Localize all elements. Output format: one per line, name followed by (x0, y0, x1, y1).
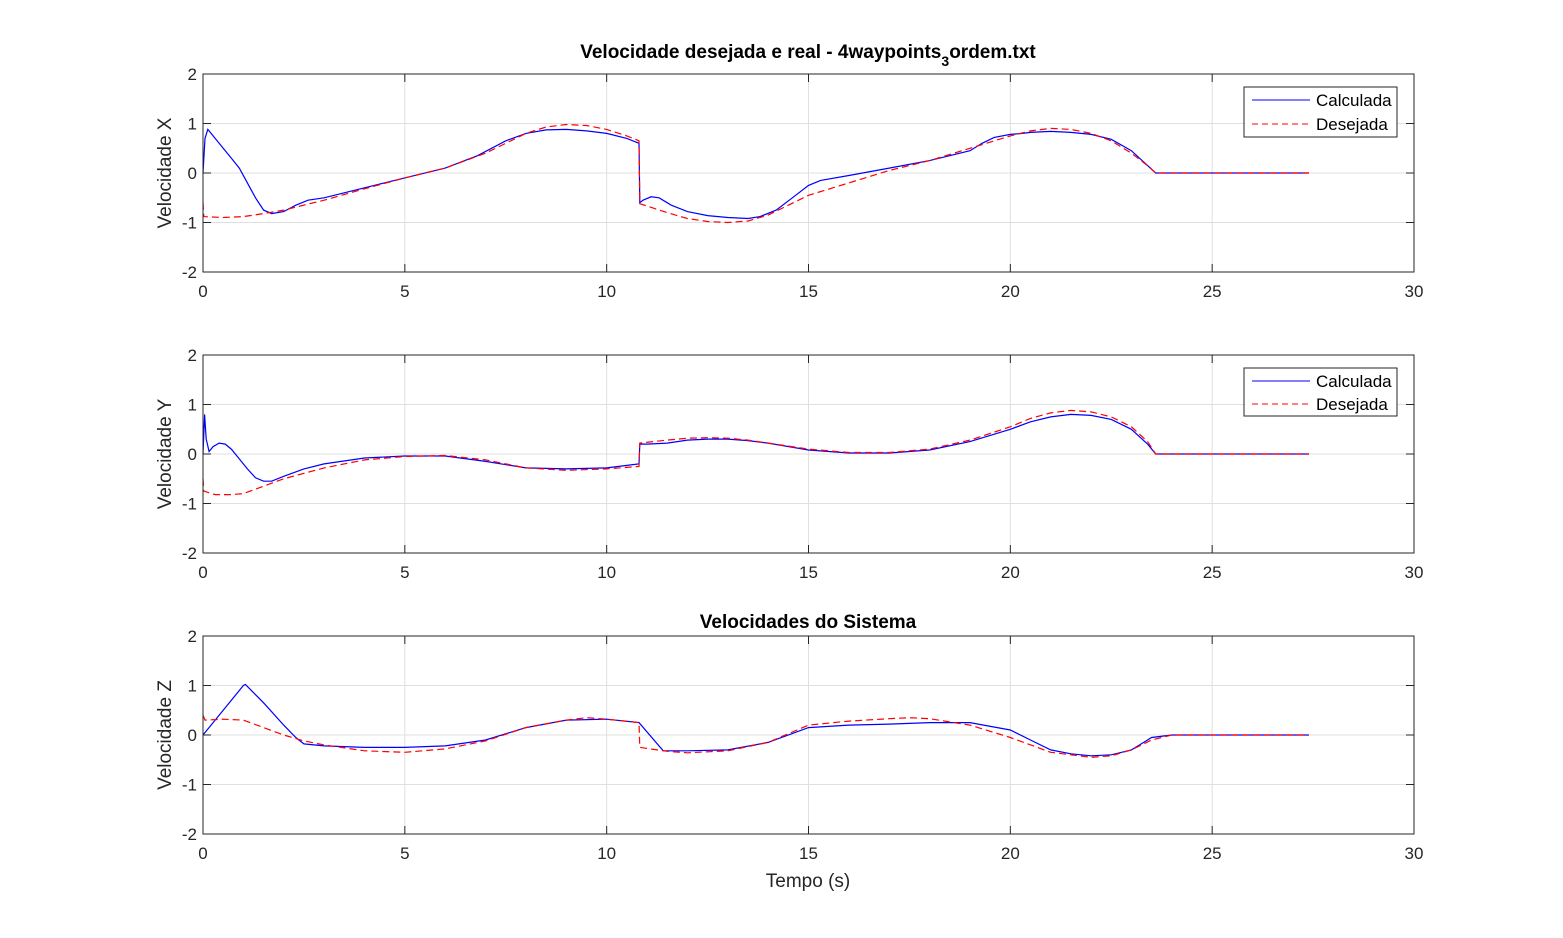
ticks-z: 0 5 10 15 20 25 30 -2 -1 0 1 2 (182, 627, 1424, 863)
series-desejada-z (202, 714, 1309, 758)
tick-label-x-10-y: 10 (597, 563, 616, 582)
ticks-x: 0 5 10 15 20 25 30 -2 -1 0 1 2 (182, 65, 1424, 301)
tick-label-y-0-z: 0 (188, 726, 197, 745)
subplot-velocidade-x: 0 5 10 15 20 25 30 -2 -1 0 1 2 Velocidade X Calcula… (155, 65, 1423, 301)
legend-box-x (1243, 86, 1398, 138)
tick-label-x-25-y: 25 (1203, 563, 1222, 582)
tick-label-y-1-x: 1 (188, 115, 197, 134)
figure-title-prefix: Velocidade desejada e real - 4waypoints (580, 42, 941, 63)
tick-label-x-10-z: 10 (597, 844, 616, 863)
tick-label-x-5-z: 5 (400, 844, 409, 863)
tick-label-x-10-x: 10 (597, 282, 616, 301)
tick-label-x-5-y: 5 (400, 563, 409, 582)
tick-label-x-25-z: 25 (1203, 844, 1222, 863)
tick-label-y-0-x: 0 (188, 164, 197, 183)
tick-label-x-25-x: 25 (1203, 282, 1222, 301)
ylabel-velocidade-y: Velocidade Y (155, 398, 176, 509)
figure-title-subscript: 3 (941, 53, 949, 69)
series-calculada-y (202, 413, 1309, 482)
tick-label-y-2-x: 2 (188, 65, 197, 84)
legend-label-desejada-y: Desejada (1316, 395, 1388, 414)
legend-label-desejada-x: Desejada (1316, 115, 1388, 134)
tick-label-y--1-y: -1 (182, 495, 197, 514)
tick-label-x-20-z: 20 (1001, 844, 1020, 863)
series-layer-x (202, 123, 1309, 224)
ticks-y: 0 5 10 15 20 25 30 -2 -1 0 1 2 (182, 346, 1424, 582)
legend-label-calculada-y: Calculada (1316, 372, 1392, 391)
tick-label-y--2-z: -2 (182, 825, 197, 844)
series-desejada-x (202, 123, 1309, 224)
series-desejada-y (202, 409, 1309, 496)
series-layer-y (202, 409, 1309, 496)
tick-label-y-1-z: 1 (188, 677, 197, 696)
subplot-velocidade-y: 0 5 10 15 20 25 30 -2 -1 0 1 2 Velocidade Y Calcula… (155, 346, 1423, 582)
legend-x: Calculada Desejada (1243, 86, 1398, 138)
tick-label-x-0-z: 0 (198, 844, 207, 863)
subplot-velocidade-z: 0 5 10 15 20 25 30 -2 -1 0 1 2 Velocidades do Siste… (155, 612, 1423, 892)
tick-label-x-0-y: 0 (198, 563, 207, 582)
tick-label-x-15-y: 15 (799, 563, 818, 582)
tick-label-y--1-z: -1 (182, 776, 197, 795)
tick-label-x-20-y: 20 (1001, 563, 1020, 582)
figure-title: Velocidade desejada e real - 4waypoints3… (580, 42, 1036, 69)
tick-label-y-0-y: 0 (188, 445, 197, 464)
tick-label-x-30-x: 30 (1405, 282, 1424, 301)
tick-label-x-30-y: 30 (1405, 563, 1424, 582)
tick-label-x-0-x: 0 (198, 282, 207, 301)
tick-label-x-20-x: 20 (1001, 282, 1020, 301)
tick-label-y-2-z: 2 (188, 627, 197, 646)
ylabel-velocidade-x: Velocidade X (155, 117, 176, 228)
tick-label-y--2-x: -2 (182, 263, 197, 282)
figure-title-suffix: ordem.txt (949, 42, 1036, 63)
tick-label-x-5-x: 5 (400, 282, 409, 301)
xlabel-tempo: Tempo (s) (766, 871, 850, 892)
series-calculada-x (202, 128, 1309, 220)
tick-label-x-15-x: 15 (799, 282, 818, 301)
tick-label-x-30-z: 30 (1405, 844, 1424, 863)
tick-label-x-15-z: 15 (799, 844, 818, 863)
series-layer-z (202, 683, 1309, 758)
legend-y: Calculada Desejada (1243, 367, 1398, 417)
ylabel-velocidade-z: Velocidade Z (155, 680, 176, 790)
legend-box-y (1243, 367, 1398, 417)
tick-label-y-1-y: 1 (188, 396, 197, 415)
tick-label-y-2-y: 2 (188, 346, 197, 365)
legend-label-calculada-x: Calculada (1316, 91, 1392, 110)
tick-label-y--1-x: -1 (182, 214, 197, 233)
subplot-title-velocidades-do-sistema: Velocidades do Sistema (700, 612, 917, 633)
tick-label-y--2-y: -2 (182, 544, 197, 563)
